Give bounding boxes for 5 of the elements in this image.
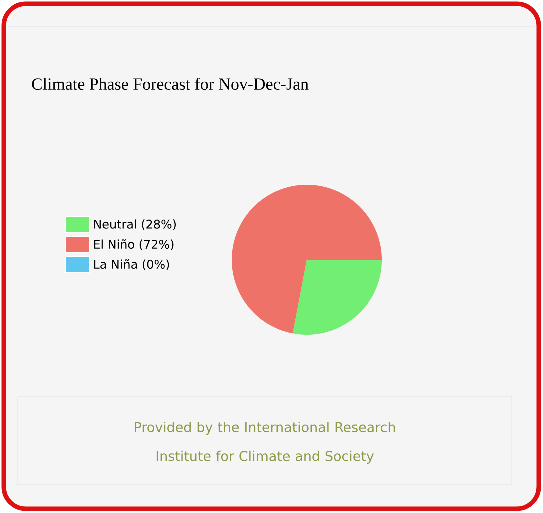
legend-label: La Niña (0%) (94, 260, 170, 270)
text: Provided by the International Research Institute for Climate and Society (135, 422, 396, 464)
legend-label: El Niño (72%) (94, 240, 174, 250)
chart-title: Climate Phase Forecast for Nov-Dec-Jan (32, 78, 309, 90)
legend-label: Neutral (28%) (94, 220, 176, 230)
